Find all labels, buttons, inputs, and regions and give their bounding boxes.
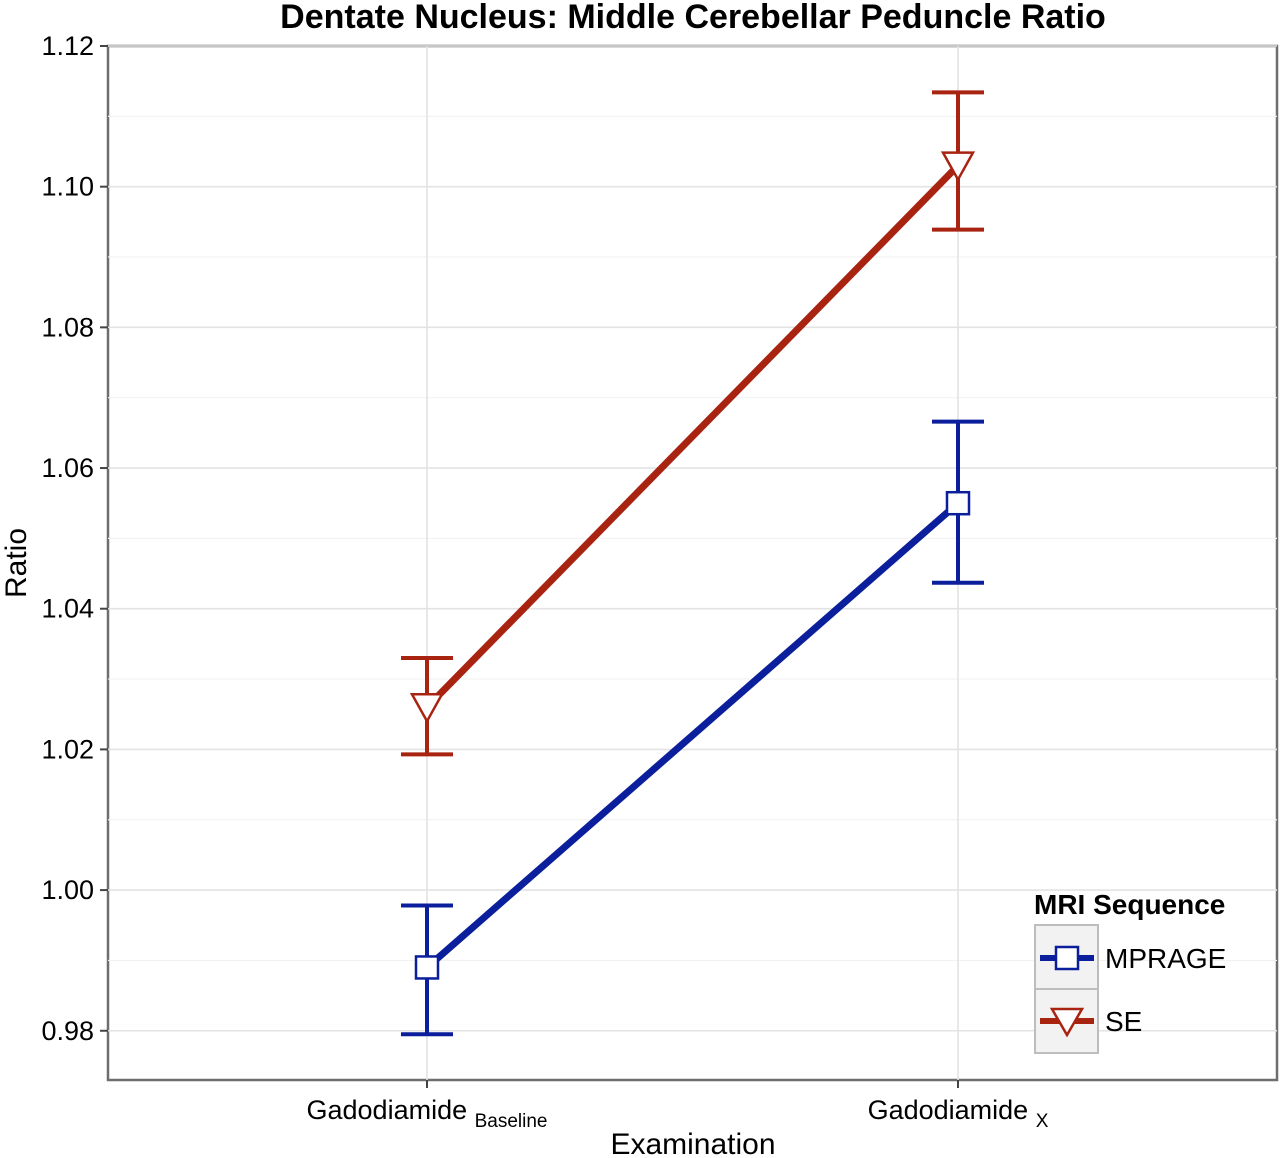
x-tick-label-sub: Baseline (475, 1111, 548, 1132)
plot-panel (106, 44, 1279, 1082)
y-tick-label: 1.08 (41, 312, 94, 342)
data-point (409, 692, 445, 724)
y-tick-label: 1.06 (41, 453, 94, 483)
y-tick-label: 1.10 (41, 172, 94, 202)
x-tick-labels: Gadodiamide Baseline Gadodiamide X (307, 1095, 1049, 1132)
legend-label: SE (1105, 1006, 1142, 1037)
x-tick-label-main: Gadodiamide (868, 1095, 1036, 1125)
axis-ticks: 0.98 1.00 1.02 1.04 1.06 1.08 1.10 1.12 (41, 31, 959, 1088)
chart-title: Dentate Nucleus: Middle Cerebellar Pedun… (280, 0, 1106, 36)
legend-title: MRI Sequence (1034, 889, 1225, 920)
y-tick-label: 1.02 (41, 734, 94, 764)
x-tick-label: Gadodiamide Baseline (307, 1095, 548, 1132)
data-point (940, 151, 976, 183)
series-line (424, 163, 961, 710)
legend: MRI Sequence MPRAGE SE (1034, 889, 1226, 1054)
data-point (945, 490, 971, 516)
legend-label: MPRAGE (1105, 943, 1226, 974)
data-point (414, 955, 440, 980)
y-tick-label: 1.04 (41, 594, 94, 624)
legend-key-marker (1049, 1007, 1085, 1038)
series-line (424, 500, 961, 971)
y-tick-label: 0.98 (41, 1016, 94, 1046)
x-tick-label-sub: X (1036, 1111, 1049, 1132)
x-axis-title: Examination (610, 1128, 775, 1158)
y-tick-label: 1.12 (41, 31, 94, 61)
y-tick-label: 1.00 (41, 875, 94, 905)
y-axis-title: Ratio (0, 528, 33, 598)
series-se (401, 90, 984, 757)
x-tick-label: Gadodiamide X (868, 1095, 1049, 1132)
panel-background (108, 46, 1277, 1080)
x-tick-label-main: Gadodiamide (307, 1095, 475, 1125)
series-mprage (401, 419, 984, 1037)
legend-key-marker (1054, 945, 1080, 971)
series-layer (401, 90, 984, 1037)
